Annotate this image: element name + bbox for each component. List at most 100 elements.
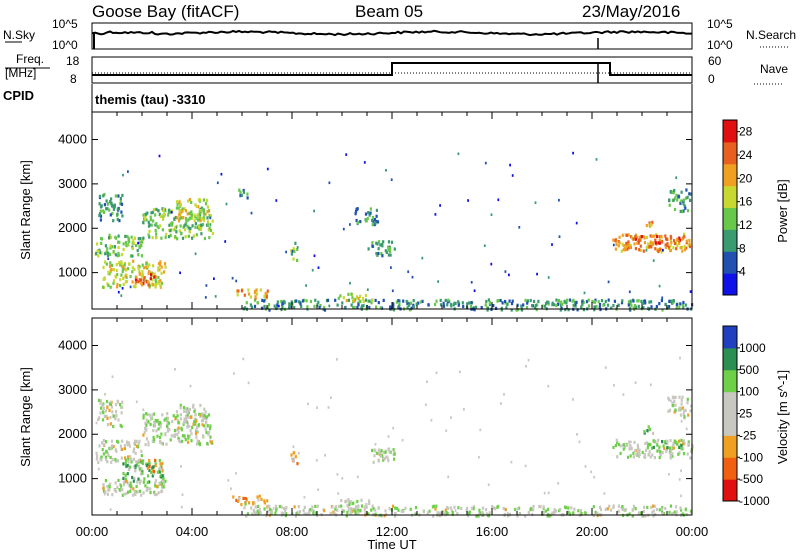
heat-cell (367, 247, 370, 251)
ytick-label: 3000 (58, 382, 87, 397)
heat-cell (105, 458, 108, 462)
heat-cell (655, 234, 659, 239)
heat-cell (119, 284, 122, 288)
heat-cell (129, 254, 133, 258)
heat-cell (153, 490, 156, 494)
heat-cell (446, 303, 449, 307)
heat-cell (689, 198, 692, 202)
heat-cell (480, 306, 483, 310)
heat-cell (120, 202, 124, 206)
heat-cell (181, 434, 184, 438)
heat-cell (188, 198, 192, 202)
heat-cell (116, 217, 119, 222)
heat-cell (680, 469, 682, 472)
heat-cell (349, 281, 351, 285)
heat-cell (110, 204, 114, 208)
heat-cell (318, 305, 321, 310)
heat-cell (256, 509, 259, 513)
heat-cell (390, 178, 393, 181)
heat-cell (283, 301, 286, 305)
heat-cell (497, 504, 500, 509)
heat-cell (666, 243, 669, 247)
heat-cell (122, 476, 125, 480)
heat-cell (314, 298, 317, 302)
velocity-colorbar-label: Velocity [m s^-1] (775, 370, 790, 464)
heat-cell (453, 301, 456, 305)
heat-cell (98, 444, 101, 448)
heat-cell (306, 305, 309, 309)
heat-cell (305, 299, 308, 303)
heat-cell (319, 304, 322, 308)
heat-cell (516, 514, 519, 518)
heat-cell (649, 455, 652, 459)
heat-cell (658, 238, 661, 243)
heat-cell (633, 440, 636, 444)
heat-cell (365, 505, 368, 509)
heat-cell (204, 202, 208, 206)
heat-cell (111, 458, 114, 462)
heat-cell (126, 267, 130, 271)
heat-cell (435, 371, 438, 375)
heat-cell (97, 467, 100, 471)
heat-cell (558, 198, 560, 202)
heat-cell (492, 304, 495, 308)
heat-cell (148, 468, 151, 472)
heat-cell (652, 234, 655, 238)
heat-cell (631, 508, 634, 512)
heat-cell (431, 505, 434, 509)
heat-cell (485, 512, 488, 516)
heat-cell (387, 447, 390, 451)
heat-cell (682, 447, 685, 451)
heat-cell (626, 443, 629, 447)
heat-cell (244, 306, 247, 310)
heat-cell (679, 209, 682, 213)
heat-cell (106, 406, 109, 410)
heat-cell (199, 211, 202, 215)
heat-cell (450, 304, 453, 308)
heat-cell (141, 263, 144, 267)
heat-cell (242, 496, 245, 500)
heat-cell (148, 461, 151, 465)
heat-cell (329, 511, 332, 515)
heat-cell (618, 241, 621, 245)
heat-cell (665, 447, 668, 452)
heat-cell (689, 456, 692, 460)
heat-cell (670, 447, 673, 451)
heat-cell (138, 489, 142, 493)
heat-cell (486, 308, 489, 312)
heat-cell (346, 503, 349, 507)
heat-cell (643, 299, 647, 303)
heat-cell (451, 512, 454, 516)
heat-cell (132, 487, 135, 491)
heat-cell (627, 240, 630, 244)
heat-cell (594, 298, 597, 302)
heat-cell (187, 234, 190, 238)
heat-cell (182, 216, 185, 220)
heat-cell (646, 429, 649, 433)
heat-cell (202, 218, 206, 222)
heat-cell (118, 261, 121, 265)
heat-cell (299, 302, 302, 306)
heat-cell (112, 424, 115, 429)
heat-cell (166, 412, 169, 416)
heat-cell (622, 443, 625, 447)
heat-cell (112, 250, 115, 254)
heat-cell (524, 298, 527, 302)
heat-cell (458, 370, 461, 374)
heat-cell (203, 407, 206, 411)
heat-cell (99, 401, 102, 405)
heat-cell (288, 303, 291, 307)
heat-cell (617, 442, 620, 447)
heat-cell (645, 448, 648, 452)
heat-cell (108, 485, 111, 489)
heat-cell (266, 499, 269, 503)
heat-cell (144, 421, 147, 425)
heat-cell (127, 490, 130, 494)
heat-cell (130, 460, 133, 464)
heat-cell (190, 415, 193, 419)
power-cells (94, 151, 694, 312)
heat-cell (209, 214, 212, 218)
heat-cell (317, 266, 320, 269)
heat-cell (450, 509, 453, 513)
